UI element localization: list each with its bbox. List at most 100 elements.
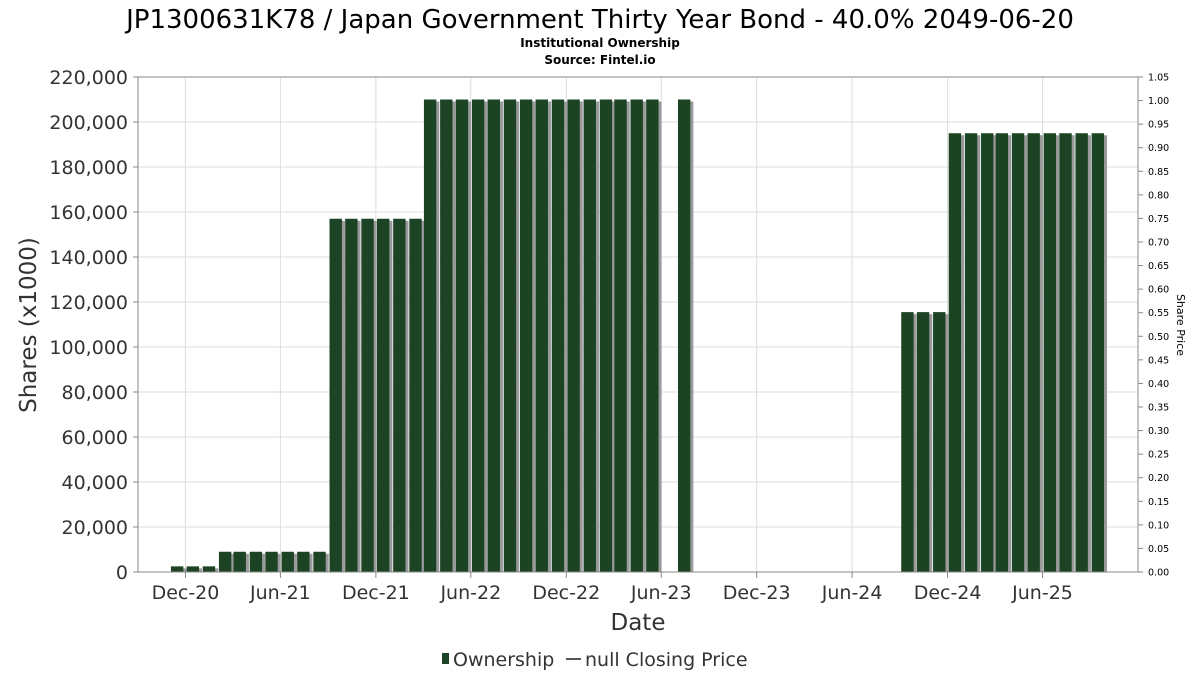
bar bbox=[455, 99, 469, 572]
bar bbox=[202, 566, 216, 572]
y2-tick-label: 0.60 bbox=[1148, 285, 1169, 296]
y2-tick-label: 0.05 bbox=[1148, 544, 1169, 555]
y-tick-label: 180,000 bbox=[49, 157, 128, 179]
chart-subtitle: Institutional Ownership bbox=[520, 36, 680, 50]
bar bbox=[281, 551, 294, 572]
y-tick-label: 20,000 bbox=[62, 517, 128, 539]
bar bbox=[535, 99, 548, 572]
bar bbox=[933, 312, 946, 572]
bar bbox=[614, 99, 627, 572]
bar bbox=[440, 99, 453, 572]
y2-tick-label: 0.35 bbox=[1148, 403, 1169, 414]
y-tick-label: 200,000 bbox=[49, 112, 128, 134]
x-tick-label: Jun-23 bbox=[630, 582, 692, 604]
bar bbox=[677, 99, 691, 572]
legend-ownership-label: Ownership bbox=[453, 649, 554, 671]
y2-tick-label: 0.80 bbox=[1148, 190, 1169, 201]
chart-title: JP1300631K78 / Japan Government Thirty Y… bbox=[124, 5, 1074, 35]
bar bbox=[409, 218, 422, 572]
bar bbox=[646, 99, 659, 572]
bar bbox=[1043, 133, 1057, 572]
y2-tick-label: 0.90 bbox=[1148, 143, 1169, 154]
y2-tick-label: 0.70 bbox=[1148, 238, 1169, 249]
bar bbox=[1059, 133, 1072, 572]
y2-axis-title: Share Price bbox=[1174, 294, 1187, 356]
y-tick-label: 140,000 bbox=[49, 247, 128, 269]
bar bbox=[487, 99, 500, 572]
bar bbox=[218, 551, 232, 572]
bar bbox=[1027, 133, 1040, 572]
chart-source: Source: Fintel.io bbox=[544, 53, 655, 67]
x-tick-label: Dec-22 bbox=[532, 582, 600, 604]
bar bbox=[901, 312, 914, 572]
y2-tick-label: 0.10 bbox=[1148, 520, 1169, 531]
bar bbox=[361, 218, 374, 572]
bar bbox=[519, 99, 533, 572]
bar bbox=[567, 99, 580, 572]
y2-tick-label: 0.45 bbox=[1148, 355, 1169, 366]
y2-tick-label: 0.75 bbox=[1148, 214, 1169, 225]
x-tick-label: Jun-24 bbox=[821, 582, 883, 604]
bar bbox=[297, 551, 310, 572]
bar bbox=[964, 133, 978, 572]
plot-frame bbox=[137, 76, 1139, 573]
y-tick-label: 0 bbox=[116, 562, 128, 584]
bar bbox=[186, 566, 199, 572]
x-tick-label: Jun-21 bbox=[249, 582, 311, 604]
y2-tick-label: 1.00 bbox=[1148, 96, 1169, 107]
y-tick-label: 160,000 bbox=[49, 202, 128, 224]
y2-tick-label: 0.30 bbox=[1148, 426, 1169, 437]
bar bbox=[583, 99, 596, 572]
x-tick-label: Dec-20 bbox=[152, 582, 220, 604]
bar bbox=[423, 99, 437, 572]
bar bbox=[995, 133, 1009, 572]
legend-ownership-swatch bbox=[442, 653, 449, 664]
y2-tick-label: 0.15 bbox=[1148, 497, 1169, 508]
bar bbox=[471, 99, 485, 572]
bar bbox=[1075, 133, 1088, 572]
bar bbox=[916, 312, 930, 572]
y-tick-label: 120,000 bbox=[49, 292, 128, 314]
bar bbox=[376, 218, 390, 572]
bar bbox=[981, 133, 994, 572]
bar bbox=[599, 99, 613, 572]
bar bbox=[630, 99, 643, 572]
y2-tick-label: 0.55 bbox=[1148, 308, 1169, 319]
legend-price-label: null Closing Price bbox=[585, 649, 748, 671]
y2-tick-label: 0.85 bbox=[1148, 167, 1169, 178]
y-axis-title: Shares (x1000) bbox=[16, 237, 42, 413]
x-tick-label: Dec-23 bbox=[723, 582, 791, 604]
bar bbox=[233, 551, 246, 572]
y-tick-label: 80,000 bbox=[62, 382, 128, 404]
y2-tick-label: 0.95 bbox=[1148, 120, 1169, 131]
bar bbox=[551, 99, 565, 572]
bar bbox=[1091, 133, 1105, 572]
bar bbox=[313, 551, 326, 572]
y-tick-label: 220,000 bbox=[49, 67, 128, 89]
bar bbox=[170, 566, 184, 572]
x-tick-label: Jun-25 bbox=[1011, 582, 1073, 604]
bar bbox=[345, 218, 358, 572]
bar bbox=[948, 133, 962, 572]
bar bbox=[265, 551, 278, 572]
x-axis-title: Date bbox=[611, 610, 666, 636]
y2-tick-label: 0.00 bbox=[1148, 568, 1169, 579]
bar bbox=[329, 218, 342, 572]
y-tick-label: 40,000 bbox=[62, 472, 128, 494]
x-tick-label: Dec-24 bbox=[914, 582, 982, 604]
bar bbox=[1011, 133, 1025, 572]
x-tick-label: Jun-22 bbox=[439, 582, 501, 604]
bar bbox=[249, 551, 263, 572]
x-tick-label: Dec-21 bbox=[342, 582, 410, 604]
y-tick-label: 100,000 bbox=[49, 337, 128, 359]
y2-tick-label: 0.20 bbox=[1148, 473, 1169, 484]
y-tick-label: 60,000 bbox=[62, 427, 128, 449]
y2-tick-label: 0.25 bbox=[1148, 450, 1169, 461]
y2-tick-label: 0.50 bbox=[1148, 332, 1169, 343]
y2-tick-label: 1.05 bbox=[1148, 73, 1169, 84]
y2-tick-label: 0.65 bbox=[1148, 261, 1169, 272]
y2-tick-label: 0.40 bbox=[1148, 379, 1169, 390]
bar bbox=[503, 99, 517, 572]
bar bbox=[393, 218, 406, 572]
